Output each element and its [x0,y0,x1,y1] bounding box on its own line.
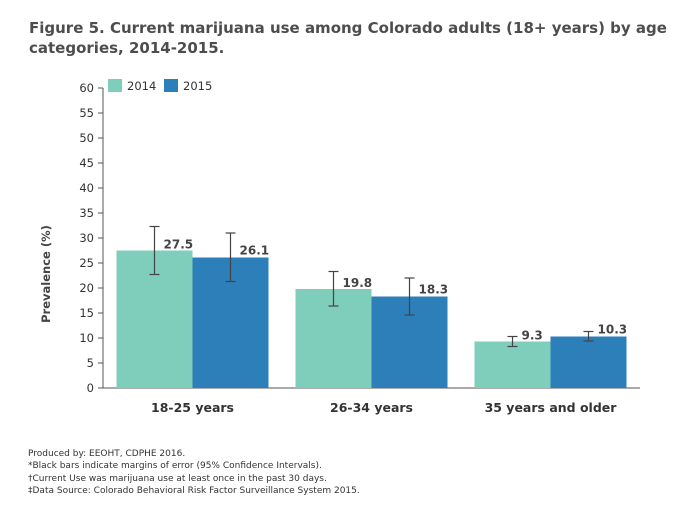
x-tick-label: 35 years and older [485,400,618,415]
y-tick-label: 60 [79,81,94,95]
bar-2015-35-years-and-older [550,336,627,388]
y-tick-label: 15 [79,306,94,320]
legend-label-2015: 2015 [183,79,212,93]
y-tick-label: 40 [79,181,94,195]
note-produced-by: Produced by: EEOHT, CDPHE 2016. [28,449,186,459]
data-label: 27.5 [164,238,194,252]
legend-swatch-2015 [164,79,178,92]
y-tick-label: 5 [87,356,94,370]
bar-chart: 0 5 10 15 20 25 30 35 40 45 50 55 60 Prevalence (%) 27… [39,79,640,415]
data-label: 10.3 [598,323,628,337]
y-tick-label: 35 [79,206,94,220]
y-tick-label: 20 [79,281,94,295]
legend-label-2014: 2014 [127,79,156,93]
data-label: 26.1 [240,244,270,258]
data-label: 18.3 [419,283,449,297]
y-tick-label: 55 [79,106,94,120]
footnotes: Produced by: EEOHT, CDPHE 2016. *Black b… [28,448,360,497]
note-data-source: ‡Data Source: Colorado Behavioral Risk F… [28,485,360,496]
x-tick-label: 26-34 years [330,400,413,415]
y-tick-label: 30 [79,231,94,245]
y-tick-label: 0 [87,381,94,395]
y-tick-label: 10 [79,331,94,345]
bar-2014-35-years-and-older [474,341,551,388]
note-definition: †Current Use was marijuana use at least … [28,473,327,484]
data-label: 19.8 [343,276,373,290]
y-axis-title: Prevalence (%) [39,225,53,323]
note-error-bars: *Black bars indicate margins of error (9… [28,461,322,472]
y-tick-label: 50 [79,131,94,145]
legend-swatch-2014 [108,79,122,92]
y-tick-label: 45 [79,156,94,170]
x-tick-label: 18-25 years [151,400,234,415]
y-tick-label: 25 [79,256,94,270]
chart-title: Figure 5. Current marijuana use among Co… [29,19,667,57]
data-label: 9.3 [522,329,543,343]
